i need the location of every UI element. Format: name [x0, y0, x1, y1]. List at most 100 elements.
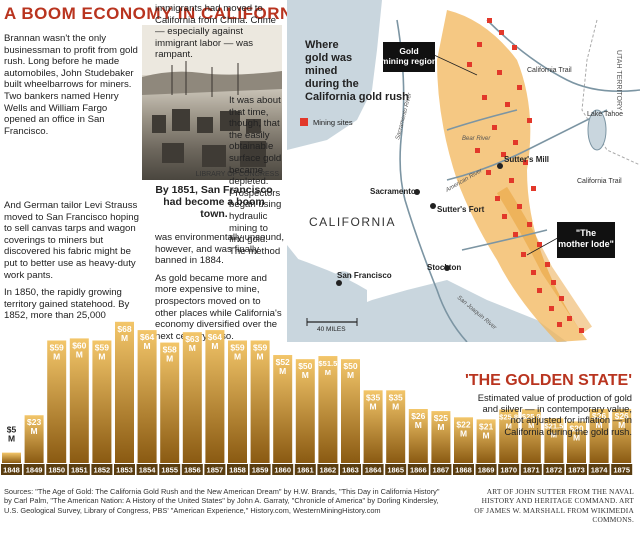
year-tick-label: 1851 [71, 466, 88, 475]
year-tick-label: 1855 [161, 466, 178, 475]
place-stockton: Stockton [427, 263, 461, 272]
year-tick-label: 1864 [365, 466, 383, 475]
year-tick-label: 1870 [500, 466, 517, 475]
bar-value-label: $22 M [456, 419, 470, 438]
bar [431, 411, 451, 463]
article-column-1b: And German tailor Levi Strauss moved to … [4, 200, 142, 328]
mother-lode-band [496, 186, 592, 334]
bar [295, 359, 315, 463]
river-bear: Bear River [462, 136, 491, 142]
year-tick-label: 1875 [613, 466, 630, 475]
bar-value-label: $64 M [140, 332, 154, 351]
bar-value-label: $59 M [253, 342, 267, 361]
year-tick-label: 1848 [3, 466, 20, 475]
year-tick-box [114, 464, 135, 475]
map-graphic: Where gold was mined during the California g… [287, 0, 640, 343]
bar [589, 409, 609, 463]
mining-site-marker [559, 296, 564, 301]
bar-value-label: $26 M [615, 411, 629, 430]
bar-value-label: $64 M [208, 332, 222, 351]
gold-production-chart: $5 M 1848 $23 M 1849 $59 M 1850 $60 M 1851 $59 M 1852 $… [1, 321, 633, 475]
year-tick-label: 1858 [229, 466, 246, 475]
year-tick-label: 1873 [568, 466, 585, 475]
year-tick-label: 1868 [455, 466, 472, 475]
mining-site-marker [527, 222, 532, 227]
bar [521, 409, 541, 463]
year-tick-label: 1872 [546, 466, 563, 475]
year-tick-box [543, 464, 565, 475]
bar [2, 452, 21, 463]
year-tick-box [227, 464, 248, 475]
mining-site-marker [482, 95, 487, 100]
mining-sites [467, 18, 584, 333]
bar [115, 321, 134, 463]
mining-site-marker [551, 280, 556, 285]
year-tick-label: 1854 [139, 466, 157, 475]
year-tick-box [46, 464, 68, 475]
mining-site-marker [502, 214, 507, 219]
mining-site-marker [527, 118, 532, 123]
mining-site-marker [521, 252, 526, 257]
bar-value-label: $25.8 M [499, 412, 518, 430]
bar [386, 390, 406, 463]
year-tick-label: 1853 [116, 466, 133, 475]
bar-value-label: $59 M [50, 342, 64, 361]
bar-value-label: $58 M [163, 345, 177, 364]
bar-value-label: $59 M [230, 342, 244, 361]
gold-region-callout-line [433, 54, 478, 76]
bar [24, 415, 44, 463]
article-paragraph: immigrants had moved to California from … [155, 3, 277, 61]
year-tick-label: 1856 [184, 466, 201, 475]
year-tick-label: 1874 [591, 466, 609, 475]
mining-site-marker [499, 30, 504, 35]
mother-lode-callout [557, 222, 615, 258]
mining-site-marker [509, 178, 514, 183]
place-san-francisco: San Francisco [337, 271, 392, 280]
place-sutters-mill: Sutter's Mill [504, 155, 549, 164]
mining-site-marker [557, 322, 562, 327]
year-tick-label: 1852 [94, 466, 111, 475]
bar-value-label: $52 M [276, 357, 290, 376]
bar [273, 355, 293, 463]
bar [47, 340, 67, 463]
year-tick-label: 1859 [252, 466, 269, 475]
bar-value-label: $50 M [298, 361, 312, 380]
bar [612, 409, 632, 463]
year-tick-box [136, 464, 158, 475]
mining-site-marker [537, 288, 542, 293]
year-tick-box [294, 464, 316, 475]
bar [454, 417, 473, 463]
bar-value-label: $25 M [434, 413, 448, 432]
bar-value-label: $26 M [592, 411, 606, 430]
photo-caption: By 1851, San Francisco had become a boom… [155, 184, 273, 220]
year-tick-box [317, 464, 339, 475]
map-heading: Where gold was mined during the California g… [305, 39, 409, 103]
bar [499, 409, 519, 463]
bar [92, 340, 112, 463]
bar-value-label: $20 M [569, 423, 583, 442]
year-tick-box [385, 464, 407, 475]
bar [408, 409, 428, 463]
mining-site-marker [495, 196, 500, 201]
bar [363, 390, 383, 463]
stockton-marker [444, 265, 450, 271]
territory-label: UTAH TERRITORY [615, 50, 622, 111]
place-california-trail-south: California Trail [577, 178, 622, 185]
bar [69, 338, 89, 463]
article-paragraph: And German tailor Levi Strauss moved to … [4, 200, 139, 281]
year-tick-label: 1850 [48, 466, 65, 475]
lake-tahoe [587, 109, 607, 151]
mining-site-marker [567, 316, 572, 321]
sutters-mill-marker [497, 163, 503, 169]
year-tick-box [566, 464, 587, 475]
mining-site-marker [579, 328, 584, 333]
san-francisco-photo: LIBRARY OF CONGRESS [142, 25, 282, 180]
year-tick-label: 1867 [433, 466, 450, 475]
year-tick-label: 1862 [320, 466, 337, 475]
mother-lode-callout-text: "The mother lode" [558, 228, 614, 249]
year-tick-box [23, 464, 45, 475]
legend-label: Mining sites [313, 118, 353, 127]
sutters-fort-marker [430, 203, 436, 209]
bar-value-label: $59 M [95, 342, 109, 361]
bar [182, 332, 202, 463]
